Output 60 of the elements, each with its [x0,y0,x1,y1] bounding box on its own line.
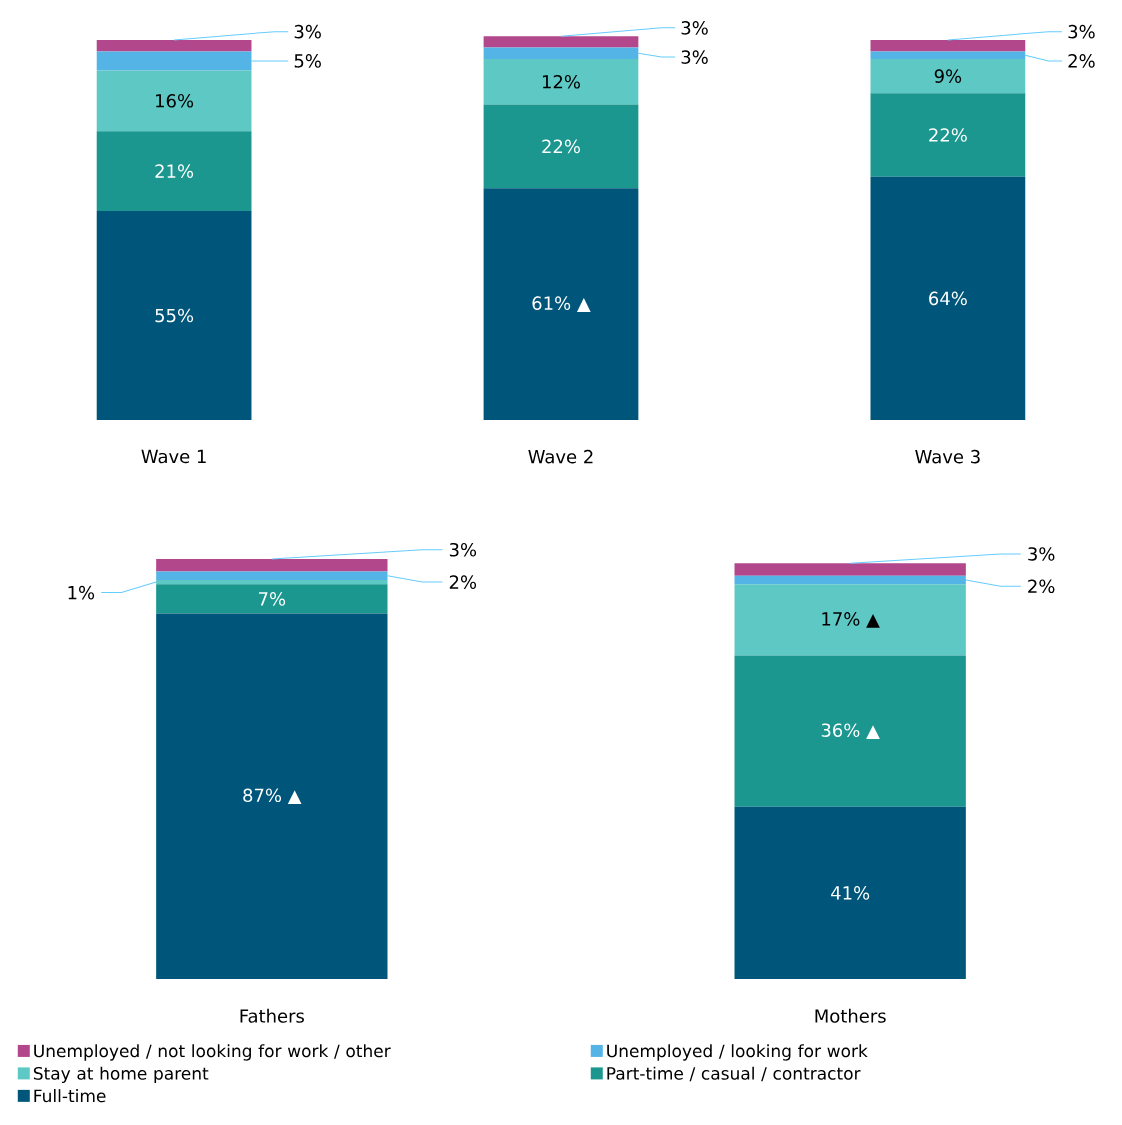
bar [96,211,252,420]
data-label: 5% [294,54,321,68]
legend-label: Stay at home parent [33,1066,209,1084]
bar [156,580,388,585]
data-label: 21% [155,164,194,178]
bar [156,584,388,614]
bar [483,36,639,48]
data-label: 87% ▲ [243,788,302,805]
legend-label: Part-time / casual / contractor [607,1066,861,1082]
data-label: 3% [294,24,321,39]
data-label: 7% [259,592,286,606]
legend-label: Full-time [34,1089,106,1103]
data-label: 3% [1028,547,1055,561]
bar [156,571,388,580]
bar [870,59,1026,94]
data-label: 3% [681,50,708,64]
data-label: 2% [1068,54,1095,68]
bar [734,806,966,979]
bar [870,93,1026,177]
data-label: 22% [542,139,580,154]
bar [734,563,966,576]
data-label: 41% [831,886,870,900]
legend-label: Unemployed / looking for work [607,1044,868,1061]
data-label: 1% [68,585,95,600]
data-label: 36% ▲ [821,723,880,739]
data-label: 64% [929,291,967,306]
bar [96,40,252,52]
bar [156,613,388,979]
data-label: 16% [156,93,194,108]
bar [870,176,1026,420]
data-label: 2% [1028,579,1055,594]
bar [734,575,966,585]
bar [734,584,966,656]
data-label: 22% [929,128,967,142]
data-label: 3% [681,21,708,35]
bar [96,70,252,132]
data-label: 2% [449,575,477,589]
data-label: 3% [449,542,477,557]
data-label: 61% ▲ [532,296,591,312]
x-tick-label: Wave 1 [141,449,206,464]
bar [483,104,639,189]
bar [734,655,966,807]
data-label: 55% [155,308,194,323]
bar [870,40,1026,52]
x-tick-label: Wave 2 [528,449,593,464]
data-label: 17% ▲ [822,612,880,628]
data-label: 3% [1068,24,1095,39]
data-label: 9% [934,69,962,83]
bar [156,559,388,572]
bar [96,51,252,71]
bar [870,51,1026,59]
x-tick-label: Fathers [240,1008,304,1023]
bar [96,131,252,211]
data-label: 12% [542,74,580,89]
x-tick-label: Mothers [815,1008,886,1023]
bar [483,47,639,59]
legend-label: Unemployed / not looking for work / other [34,1044,391,1061]
x-tick-label: Wave 3 [915,449,980,464]
bar [483,59,639,105]
bar [483,188,639,420]
